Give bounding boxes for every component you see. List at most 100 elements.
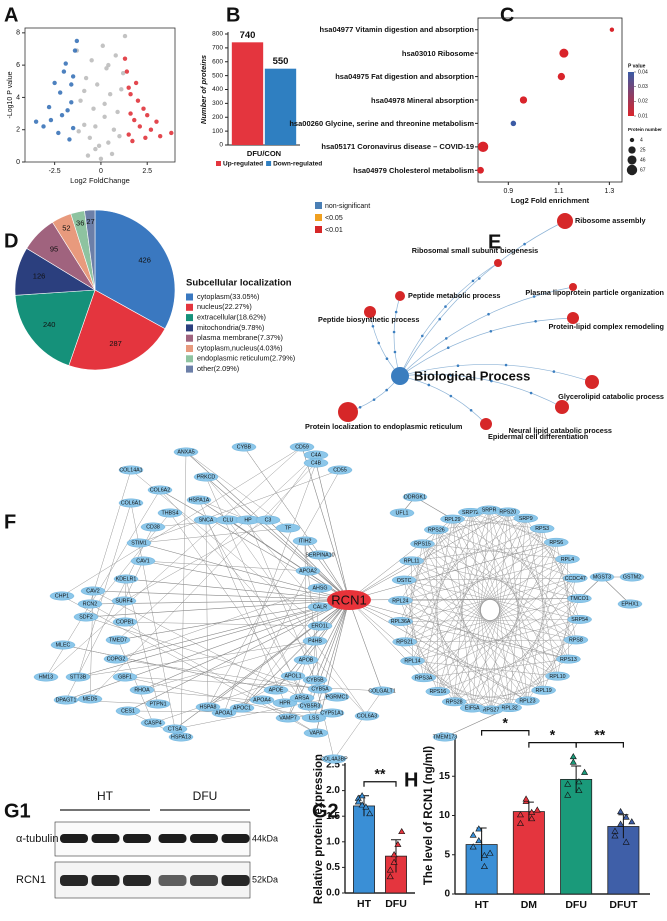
size-label: 46: [640, 157, 646, 163]
ppi-node: [292, 536, 318, 546]
go-minor-node: [490, 379, 493, 383]
ppi-edge: [454, 558, 568, 702]
ppi-node: [297, 701, 323, 711]
y-tick-label: 2.0: [326, 785, 340, 796]
y-axis-label: -Log10 P value: [7, 71, 14, 118]
point: [61, 69, 67, 74]
ppi-edge: [89, 469, 132, 605]
legend-swatch: [186, 355, 193, 363]
ppi-edge: [124, 621, 321, 627]
ppi-edge: [411, 560, 580, 599]
go-minor-node: [449, 373, 452, 377]
ppi-node-label: CAV2: [86, 589, 99, 595]
legend-swatch: [266, 161, 272, 166]
point: [475, 825, 483, 832]
ppi-edge: [507, 511, 528, 701]
legend-swatch: [186, 334, 193, 342]
point: [124, 69, 130, 74]
legend-label: <0.05: [325, 215, 343, 222]
ppi-node-label: ERO1L: [311, 624, 328, 630]
ppi-node: [211, 708, 237, 718]
ppi-node: [402, 492, 428, 502]
legend-swatch: [186, 324, 193, 332]
point: [82, 88, 87, 94]
colorbar-label: 0.04: [638, 69, 648, 75]
ppi-node: [65, 672, 91, 682]
go-term-label: Protein-lipid complex remodeling: [548, 322, 664, 331]
pie-slice: [84, 209, 96, 291]
go-minor-node: [392, 330, 396, 334]
ppi-node-label: MGST3: [593, 575, 611, 581]
ppi-node-label: RPS3A: [415, 675, 433, 681]
y-tick-label: 600: [212, 58, 223, 65]
ppi-edge: [452, 519, 473, 709]
ppi-node: [33, 672, 59, 682]
ppi-edge: [422, 543, 455, 702]
go-edge: [393, 295, 401, 377]
ppi-edge: [403, 579, 544, 691]
ppi-edge: [117, 454, 317, 641]
point: [126, 132, 131, 137]
ppi-node-label: APOE: [269, 688, 284, 694]
ppi-node-label: C3: [265, 518, 272, 524]
go-term-node: [585, 375, 599, 389]
point: [569, 758, 577, 765]
ppi-node-label: SNCA: [199, 518, 214, 524]
go-term-node: [364, 306, 376, 318]
ppi-node-label: RPL23: [519, 699, 535, 705]
point: [126, 85, 131, 90]
ppi-node-label: RPS21: [396, 640, 413, 646]
point: [528, 815, 536, 822]
ppi-node: [231, 442, 257, 452]
point: [528, 808, 536, 815]
group-label: DFU: [193, 789, 218, 803]
x-axis-label: Log2 Fold enrichment: [511, 196, 590, 205]
point: [469, 831, 477, 838]
point: [72, 48, 78, 53]
ppi-edge: [92, 590, 350, 601]
blot-band: [158, 834, 187, 843]
ppi-node: [327, 465, 353, 475]
go-term-node: [338, 402, 358, 422]
ppi-node-label: APOA2: [299, 569, 317, 575]
ppi-edge: [304, 540, 321, 690]
colorbar-label: 0.01: [638, 113, 648, 119]
bar: [264, 68, 297, 145]
ppi-edge: [400, 511, 508, 622]
go-minor-node: [487, 312, 490, 316]
y-axis-label: Relative protein expression: [313, 754, 325, 904]
ppi-node: [369, 686, 395, 696]
y-tick-label: hsa04978 Mineral absorption: [371, 95, 474, 105]
point: [70, 125, 76, 131]
go-minor-node: [477, 277, 481, 280]
point: [63, 61, 68, 66]
ppi-node: [495, 507, 521, 517]
ppi-node: [555, 554, 580, 564]
ppi-node: [411, 673, 436, 683]
size-label: 67: [640, 167, 646, 173]
ppi-edge: [454, 512, 471, 702]
ppi-edge: [314, 599, 350, 681]
ppi-node: [307, 583, 333, 593]
ppi-node-label: PTPN1: [149, 702, 166, 708]
ppi-node: [410, 539, 435, 549]
ppi-node-label: RPL32: [502, 705, 518, 711]
point: [148, 127, 154, 132]
ppi-node: [531, 685, 556, 695]
ppi-edge: [422, 511, 508, 545]
ppi-edge: [404, 641, 473, 709]
ppi-node: [563, 573, 588, 583]
go-term-node: [555, 400, 569, 414]
legend-label: Up-regulated: [223, 161, 263, 168]
point: [354, 798, 362, 805]
legend-label: nucleus(22.27%): [197, 302, 252, 311]
go-minor-node: [489, 329, 493, 333]
ppi-edge: [115, 658, 321, 690]
go-term-node: [395, 291, 405, 301]
ppi-edge: [124, 676, 315, 719]
point: [469, 843, 477, 850]
ppi-node-label: COPB1: [116, 620, 134, 626]
ppi-edge: [348, 599, 383, 692]
go-minor-node: [444, 337, 448, 340]
